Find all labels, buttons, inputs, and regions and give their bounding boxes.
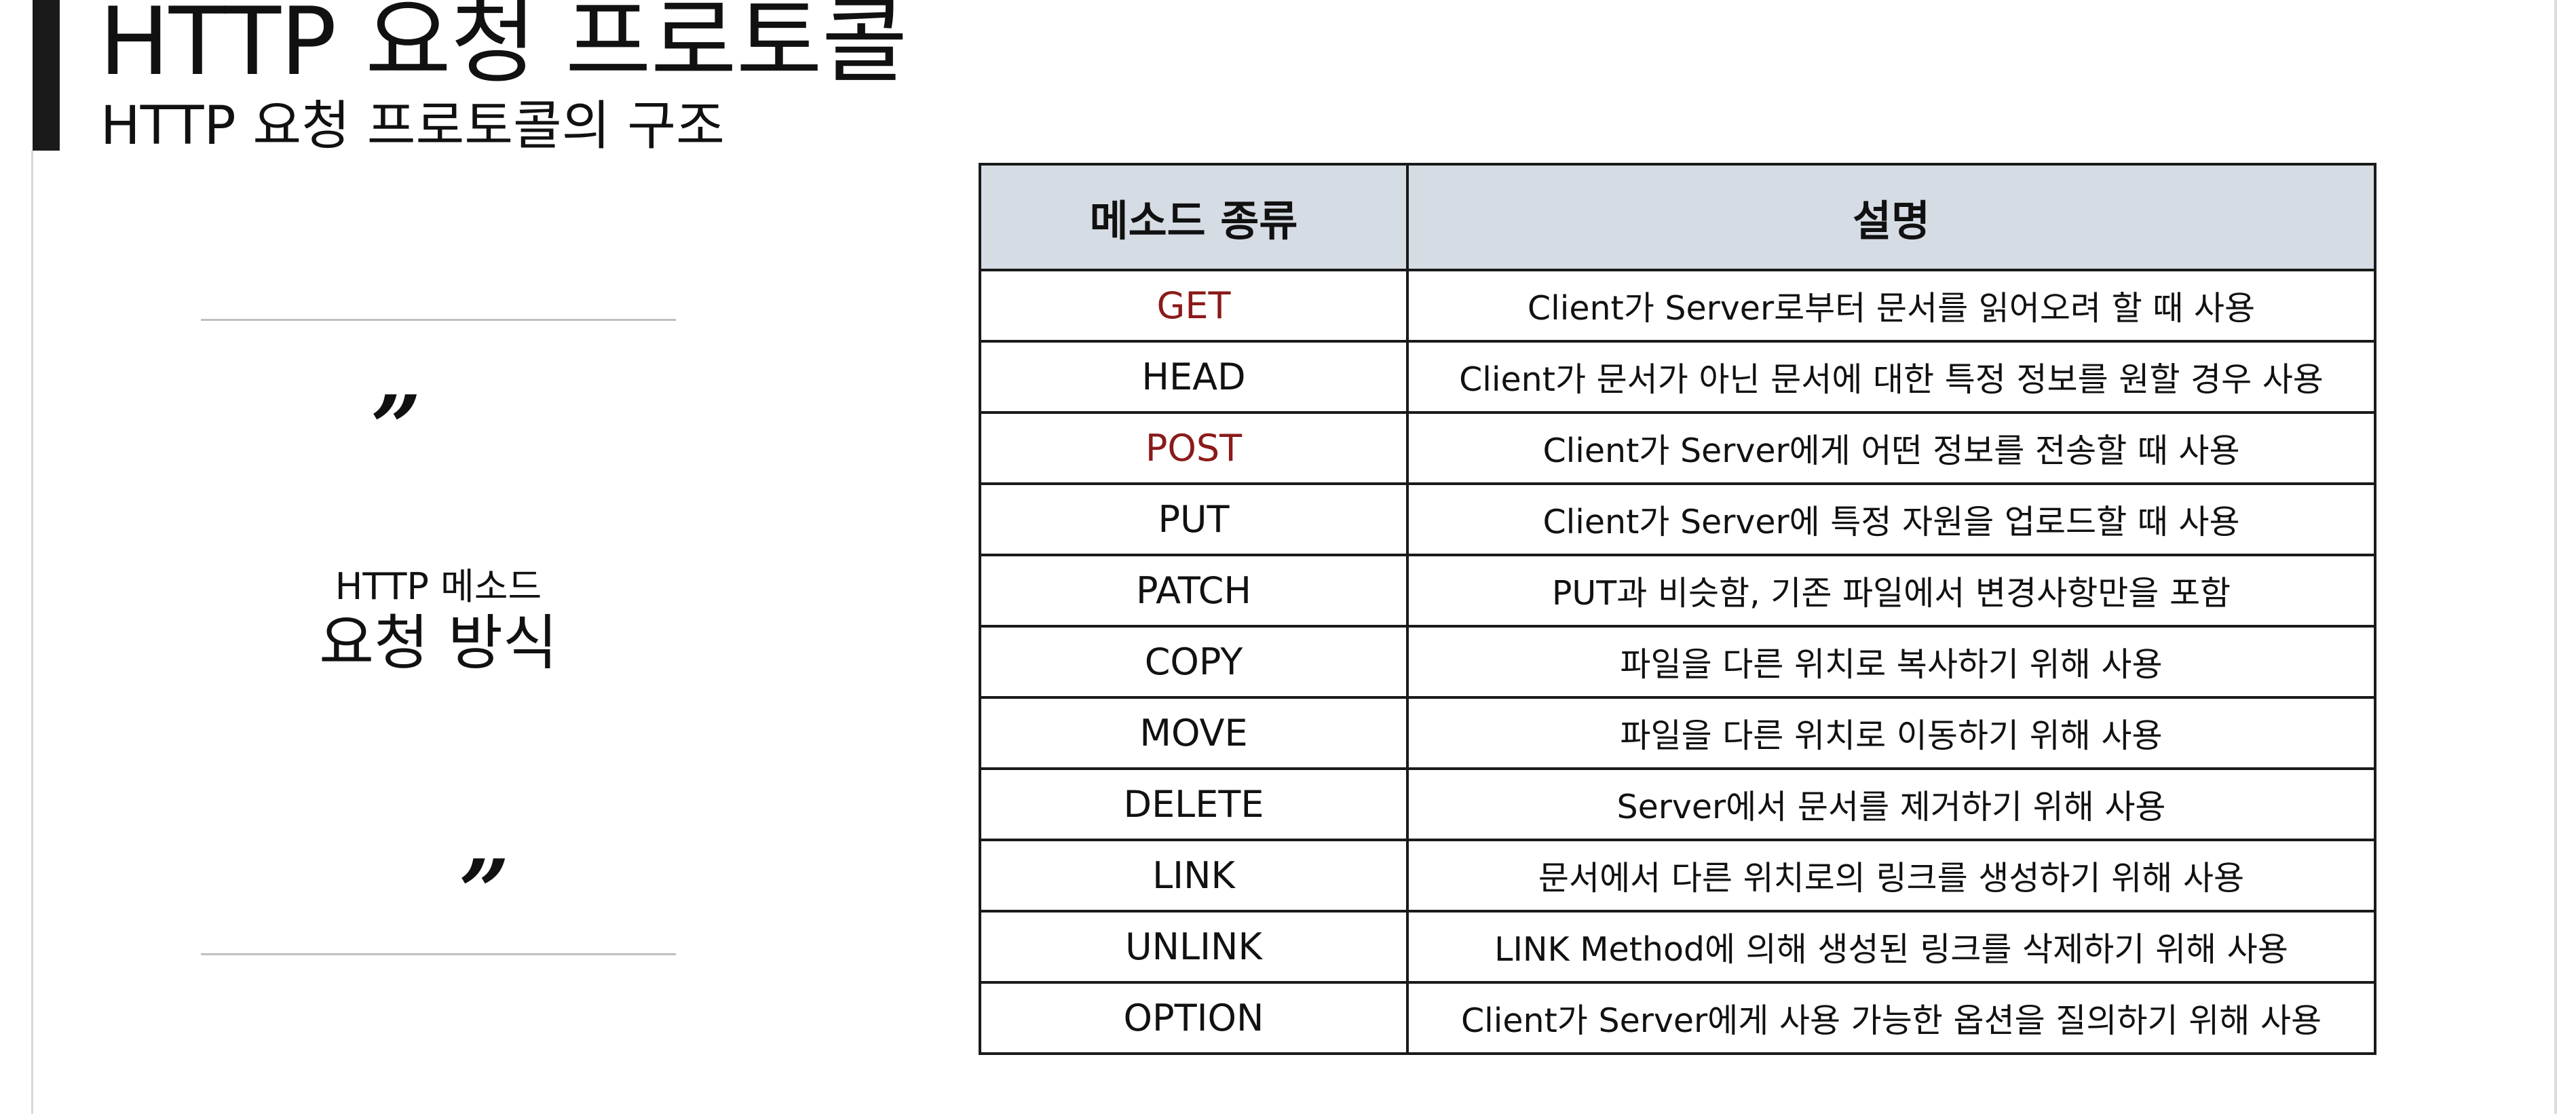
column-header-description: 설명	[1406, 163, 2376, 271]
table-header-row: 메소드 종류 설명	[979, 163, 2376, 271]
table-row: OPTION Client가 Server에게 사용 가능한 옵션을 질의하기 …	[979, 981, 2376, 1055]
column-header-method: 메소드 종류	[979, 163, 1409, 271]
table-row: PUT Client가 Server에 특정 자원을 업로드할 때 사용	[979, 482, 2376, 556]
quote-line-2: 요청 방식	[319, 608, 558, 678]
quote-line-1: HTTP 메소드	[335, 565, 542, 608]
method-name: UNLINK	[979, 910, 1409, 984]
http-method-table: 메소드 종류 설명 GET Client가 Server로부터 문서를 읽어오려…	[979, 163, 2376, 1055]
table-row: UNLINK LINK Method에 의해 생성된 링크를 삭제하기 위해 사…	[979, 910, 2376, 984]
method-description: PUT과 비슷함, 기존 파일에서 변경사항만을 포함	[1406, 554, 2376, 628]
slide-left-border	[31, 151, 33, 1114]
open-quote-icon: ”	[371, 376, 421, 480]
quote-bottom-divider	[201, 953, 676, 955]
method-description: Client가 Server에게 사용 가능한 옵션을 질의하기 위해 사용	[1406, 981, 2376, 1055]
method-description: LINK Method에 의해 생성된 링크를 삭제하기 위해 사용	[1406, 910, 2376, 984]
table-row: COPY 파일을 다른 위치로 복사하기 위해 사용	[979, 625, 2376, 699]
method-description: Client가 Server로부터 문서를 읽어오려 할 때 사용	[1406, 269, 2376, 343]
slide-right-border	[2554, 0, 2557, 1114]
method-description: Client가 Server에게 어떤 정보를 전송할 때 사용	[1406, 411, 2376, 485]
table-row: POST Client가 Server에게 어떤 정보를 전송할 때 사용	[979, 411, 2376, 485]
table-row: PATCH PUT과 비슷함, 기존 파일에서 변경사항만을 포함	[979, 554, 2376, 628]
title-accent-bar	[33, 0, 60, 151]
method-name: PATCH	[979, 554, 1409, 628]
method-description: 문서에서 다른 위치로의 링크를 생성하기 위해 사용	[1406, 839, 2376, 913]
table-row: DELETE Server에서 문서를 제거하기 위해 사용	[979, 767, 2376, 841]
method-name: OPTION	[979, 981, 1409, 1055]
method-name: GET	[979, 269, 1409, 343]
method-description: 파일을 다른 위치로 이동하기 위해 사용	[1406, 696, 2376, 770]
page-title: HTTP 요청 프로토콜	[99, 0, 908, 96]
table-row: MOVE 파일을 다른 위치로 이동하기 위해 사용	[979, 696, 2376, 770]
method-name: HEAD	[979, 340, 1409, 414]
method-description: 파일을 다른 위치로 복사하기 위해 사용	[1406, 625, 2376, 699]
quote-top-divider	[201, 319, 676, 321]
table-row: GET Client가 Server로부터 문서를 읽어오려 할 때 사용	[979, 269, 2376, 343]
table-row: LINK 문서에서 다른 위치로의 링크를 생성하기 위해 사용	[979, 839, 2376, 913]
method-name: PUT	[979, 482, 1409, 556]
method-name: MOVE	[979, 696, 1409, 770]
quote-card: ” HTTP 메소드 요청 방식 ”	[201, 319, 676, 957]
method-name: POST	[979, 411, 1409, 485]
page-subtitle: HTTP 요청 프로토콜의 구조	[100, 96, 725, 157]
close-quote-icon: ”	[459, 840, 510, 944]
method-name: DELETE	[979, 767, 1409, 841]
method-name: COPY	[979, 625, 1409, 699]
table-row: HEAD Client가 문서가 아닌 문서에 대한 특정 정보를 원할 경우 …	[979, 340, 2376, 414]
method-description: Server에서 문서를 제거하기 위해 사용	[1406, 767, 2376, 841]
method-description: Client가 문서가 아닌 문서에 대한 특정 정보를 원할 경우 사용	[1406, 340, 2376, 414]
method-name: LINK	[979, 839, 1409, 913]
method-description: Client가 Server에 특정 자원을 업로드할 때 사용	[1406, 482, 2376, 556]
